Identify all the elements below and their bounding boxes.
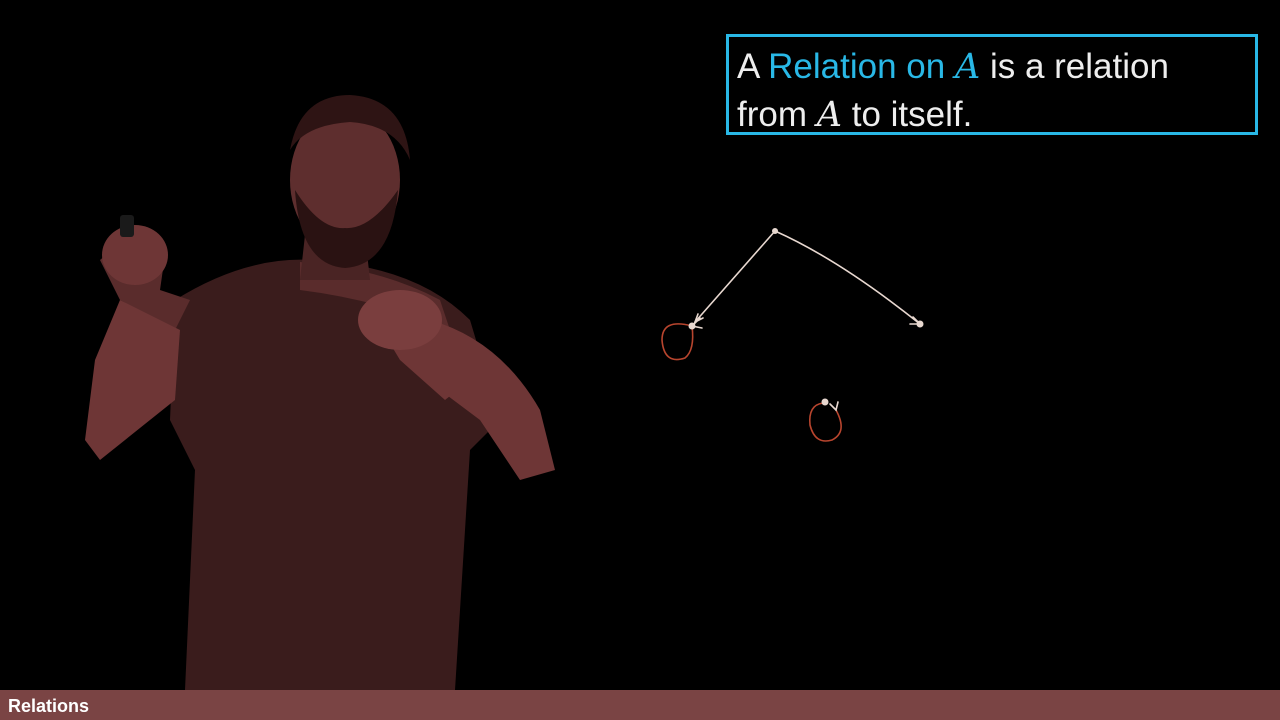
presenter-head bbox=[290, 108, 400, 252]
presenter-figure bbox=[85, 95, 555, 690]
node-left bbox=[688, 322, 696, 330]
node-right bbox=[916, 320, 924, 328]
self-loop-left bbox=[661, 323, 694, 361]
relation-arrow-top-to-right bbox=[774, 230, 921, 325]
clicker bbox=[120, 215, 134, 237]
presenter-hair bbox=[290, 95, 410, 160]
self-loop-bottom-arrow bbox=[829, 401, 839, 412]
definition-box: A Relation on A is a relation from A to … bbox=[726, 34, 1258, 135]
presenter-right-upper-arm bbox=[430, 320, 555, 480]
lecture-title: Relations bbox=[8, 696, 90, 716]
presenter-beard bbox=[295, 190, 398, 268]
footer-bar: Relations bbox=[0, 690, 1280, 720]
definition-text: to itself. bbox=[842, 95, 973, 134]
node-bottom bbox=[821, 398, 829, 406]
definition-line-2: from A to itself. bbox=[737, 91, 1247, 139]
presenter-left-forearm bbox=[85, 300, 180, 460]
presenter-right-hand bbox=[358, 290, 442, 350]
definition-text: A bbox=[737, 47, 769, 86]
presenter-left-hand bbox=[102, 225, 168, 285]
definition-term-variable: A bbox=[954, 47, 981, 87]
definition-text: is a relation bbox=[980, 47, 1169, 86]
definition-line-1: A Relation on A is a relation bbox=[737, 43, 1247, 91]
definition-text: from bbox=[737, 95, 817, 134]
relation-diagram bbox=[661, 228, 924, 442]
self-loop-bottom bbox=[808, 402, 842, 442]
presenter-torso bbox=[170, 259, 500, 690]
relation-arrow-top-to-left bbox=[694, 230, 776, 323]
definition-variable: A bbox=[816, 95, 843, 135]
definition-term: Relation on bbox=[768, 47, 955, 86]
node-top bbox=[772, 228, 778, 234]
